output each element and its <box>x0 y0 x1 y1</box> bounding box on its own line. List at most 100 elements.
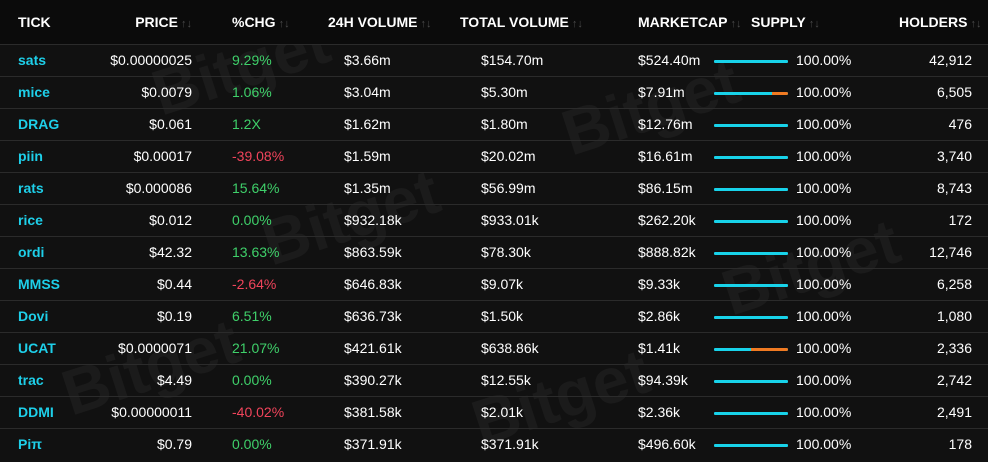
total-volume-cell: $2.01k <box>481 404 524 420</box>
header-marketcap[interactable]: MARKETCAP ↑↓ <box>638 13 742 30</box>
marketcap-value: $2.36k <box>638 404 681 420</box>
marketcap-value: $1.41k <box>638 340 681 356</box>
marketcap-supply-cell: $2.86k 100.00% <box>613 300 899 332</box>
tick-link[interactable]: Piπ <box>18 436 42 453</box>
tick-link[interactable]: piin <box>18 148 43 164</box>
tick-link[interactable]: ordi <box>18 244 45 260</box>
supply-progress-fill <box>714 219 788 223</box>
change-cell: -40.02% <box>232 404 285 420</box>
supply-progress-bar <box>714 411 788 415</box>
price-cell: $0.19 <box>156 308 192 324</box>
supply-value: 100.00% <box>796 116 852 132</box>
volume-24h-cell: $3.66m <box>344 52 391 68</box>
supply-progress-bar <box>714 155 788 159</box>
table-row[interactable]: DDMI $0.00000011 -40.02% $381.58k $2.01k $2.3… <box>0 396 988 428</box>
header-chg[interactable]: %CHG ↑↓ <box>232 13 290 30</box>
change-cell: 13.63% <box>232 244 280 260</box>
tick-link[interactable]: sats <box>18 52 47 68</box>
price-cell: $0.00000025 <box>110 52 192 68</box>
price-cell: $0.0000071 <box>118 340 192 356</box>
header-supply[interactable]: SUPPLY ↑↓ <box>751 13 820 30</box>
marketcap-value: $524.40m <box>638 52 701 68</box>
price-cell: $42.32 <box>149 244 192 260</box>
marketcap-supply-cell: $86.15m 100.00% <box>613 172 899 204</box>
table-row[interactable]: piin $0.00017 -39.08% $1.59m $20.02m $16.61m 1… <box>0 140 988 172</box>
holders-cell: 2,491 <box>936 404 972 420</box>
volume-24h-cell: $636.73k <box>344 308 402 324</box>
volume-24h-cell: $1.59m <box>344 148 391 164</box>
change-cell: 21.07% <box>232 340 280 356</box>
volume-24h-cell: $932.18k <box>344 212 402 228</box>
change-cell: 6.51% <box>232 308 272 324</box>
tick-link[interactable]: UCAT <box>18 340 56 356</box>
price-cell: $0.00000011 <box>111 404 192 420</box>
supply-value: 100.00% <box>796 244 852 260</box>
table-row[interactable]: ordi $42.32 13.63% $863.59k $78.30k $888.82k 1… <box>0 236 988 268</box>
supply-progress-fill <box>714 187 788 191</box>
header-tick[interactable]: TICK <box>18 13 51 30</box>
header-24h-volume[interactable]: 24H VOLUME ↑↓ <box>328 13 432 30</box>
sort-icon: ↑↓ <box>970 17 982 30</box>
volume-24h-cell: $421.61k <box>344 340 402 356</box>
table-row[interactable]: trac $4.49 0.00% $390.27k $12.55k $94.39k 100.… <box>0 364 988 396</box>
supply-progress-rest <box>771 91 788 95</box>
tick-link[interactable]: MMSS <box>18 276 60 292</box>
supply-value: 100.00% <box>796 340 852 356</box>
table-row[interactable]: DRAG $0.061 1.2X $1.62m $1.80m $12.76m 100.00%… <box>0 108 988 140</box>
supply-progress-bar <box>714 251 788 255</box>
table-row[interactable]: mice $0.0079 1.06% $3.04m $5.30m $7.91m 100.00… <box>0 76 988 108</box>
supply-progress-fill <box>714 315 788 319</box>
sort-icon: ↑↓ <box>730 17 742 30</box>
table-row[interactable]: sats $0.00000025 9.29% $3.66m $154.70m $524.4… <box>0 44 988 76</box>
table-row[interactable]: rats $0.000086 15.64% $1.35m $56.99m $86.15m 1… <box>0 172 988 204</box>
supply-progress-rest <box>751 347 788 351</box>
holders-cell: 172 <box>948 212 972 228</box>
supply-value: 100.00% <box>796 148 852 164</box>
marketcap-supply-cell: $9.33k 100.00% <box>613 268 899 300</box>
tick-link[interactable]: DDMI <box>18 404 54 420</box>
table-row[interactable]: Dovi $0.19 6.51% $636.73k $1.50k $2.86k 100.00… <box>0 300 988 332</box>
supply-progress-fill <box>714 283 788 287</box>
holders-cell: 8,743 <box>936 180 972 196</box>
supply-value: 100.00% <box>796 276 852 292</box>
change-cell: 9.29% <box>232 52 272 68</box>
volume-24h-cell: $3.04m <box>344 84 391 100</box>
table-header: TICK PRICE ↑↓ %CHG ↑↓ 24H VOLUME ↑↓ TOTAL V… <box>0 0 988 44</box>
price-cell: $0.44 <box>156 276 192 292</box>
tick-link[interactable]: rice <box>18 212 43 228</box>
price-cell: $0.012 <box>149 212 192 228</box>
table-row[interactable]: rice $0.012 0.00% $932.18k $933.01k $262.20k 1… <box>0 204 988 236</box>
sort-icon: ↑↓ <box>181 17 192 30</box>
supply-progress-fill <box>714 91 772 95</box>
volume-24h-cell: $1.62m <box>344 116 391 132</box>
supply-progress-bar <box>714 283 788 287</box>
header-holders[interactable]: HOLDERS ↑↓ <box>899 13 982 30</box>
total-volume-cell: $1.80m <box>481 116 528 132</box>
change-cell: 15.64% <box>232 180 280 196</box>
supply-progress-bar <box>714 59 788 63</box>
supply-value: 100.00% <box>796 52 852 68</box>
tick-link[interactable]: Dovi <box>18 308 49 324</box>
tick-link[interactable]: rats <box>18 180 44 196</box>
marketcap-value: $94.39k <box>638 372 688 388</box>
tick-link[interactable]: DRAG <box>18 116 60 132</box>
supply-value: 100.00% <box>796 84 852 100</box>
table-row[interactable]: MMSS $0.44 -2.64% $646.83k $9.07k $9.33k 100.0… <box>0 268 988 300</box>
table-row[interactable]: UCAT $0.0000071 21.07% $421.61k $638.86k $1.4… <box>0 332 988 364</box>
price-cell: $0.0079 <box>141 84 192 100</box>
holders-cell: 3,740 <box>936 148 972 164</box>
tick-link[interactable]: trac <box>18 372 44 388</box>
total-volume-cell: $638.86k <box>481 340 539 356</box>
header-total-volume[interactable]: TOTAL VOLUME ↑↓ <box>460 13 583 30</box>
total-volume-cell: $5.30m <box>481 84 528 100</box>
supply-progress-fill <box>714 379 788 383</box>
volume-24h-cell: $863.59k <box>344 244 402 260</box>
supply-value: 100.00% <box>796 212 852 228</box>
price-cell: $0.00017 <box>133 148 192 164</box>
tick-link[interactable]: mice <box>18 84 50 100</box>
marketcap-value: $262.20k <box>638 212 696 228</box>
total-volume-cell: $154.70m <box>481 52 544 68</box>
supply-progress-fill <box>714 411 788 415</box>
header-price[interactable]: PRICE ↑↓ <box>135 13 192 30</box>
table-row[interactable]: Piπ $0.79 0.00% $371.91k $371.91k $496.60k 100… <box>0 428 988 460</box>
